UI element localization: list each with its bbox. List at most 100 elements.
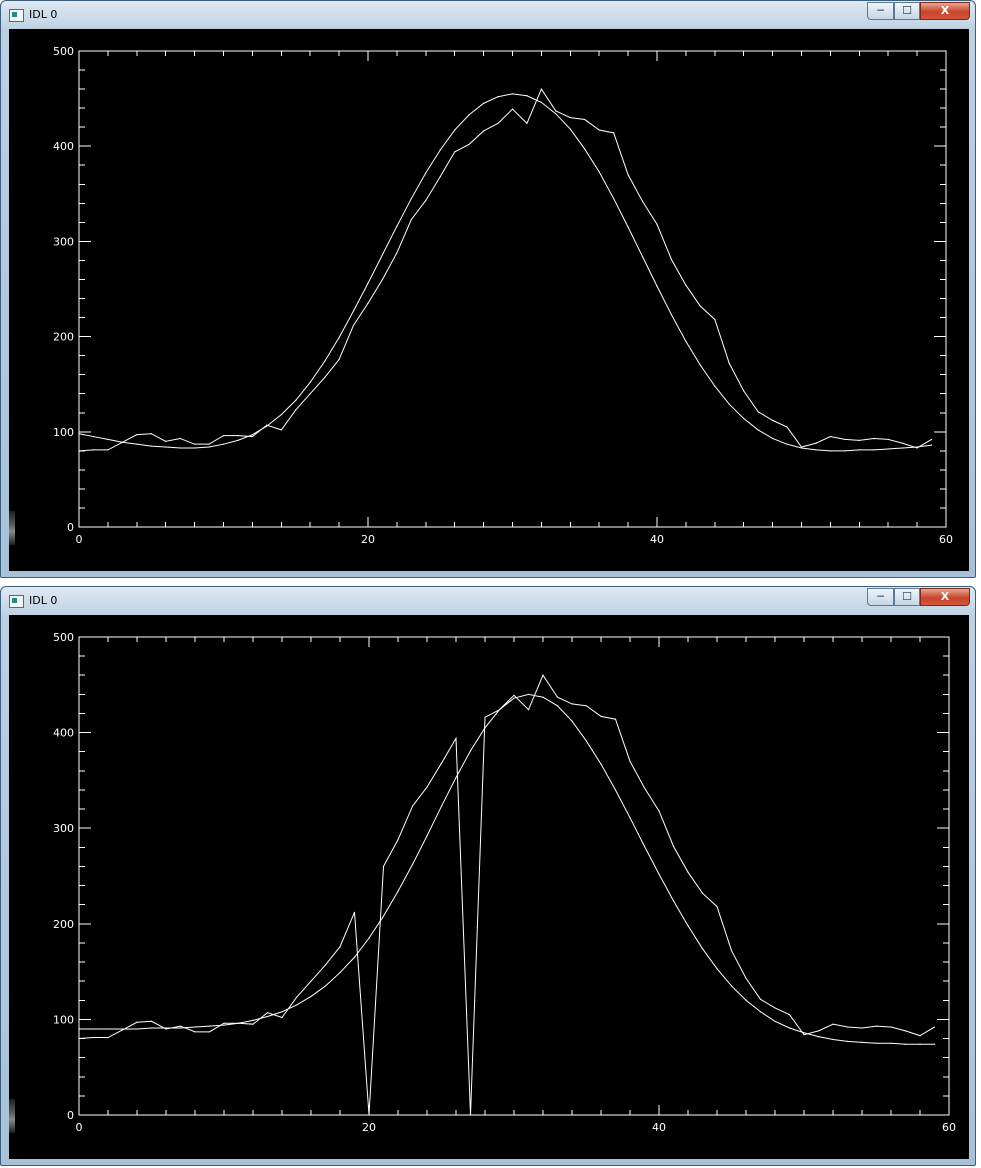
data-point-data	[858, 439, 860, 441]
data-point-data	[902, 442, 904, 444]
minimize-button[interactable]: ─	[867, 2, 894, 20]
data-point-fit	[788, 1027, 791, 1029]
data-point-fit	[425, 172, 427, 174]
data-point-data	[309, 393, 311, 395]
data-point-data	[136, 434, 138, 436]
y-tick-label: 300	[53, 822, 74, 835]
data-point-fit	[295, 1004, 298, 1006]
y-tick-label: 400	[53, 140, 74, 153]
minimize-icon: ─	[877, 4, 884, 17]
data-point-fit	[555, 113, 557, 115]
close-button[interactable]: X	[920, 588, 970, 606]
data-point-data	[916, 447, 918, 449]
x-tick-label: 20	[362, 1121, 376, 1134]
data-point-data	[484, 716, 486, 718]
data-point-fit	[556, 705, 559, 707]
data-point-data	[440, 762, 443, 764]
data-point-data	[324, 964, 327, 966]
maximize-button[interactable]: ☐	[894, 2, 920, 20]
data-point-fit	[513, 697, 515, 699]
y-tick-label: 100	[53, 1013, 74, 1026]
data-point-data	[815, 442, 817, 444]
window-title: IDL 0	[29, 594, 58, 607]
data-point-data	[367, 302, 369, 304]
x-tick-label: 20	[361, 533, 375, 546]
data-point-fit	[803, 1032, 805, 1034]
data-point-fit	[107, 1028, 109, 1030]
data-point-fit	[757, 429, 759, 431]
close-icon: X	[940, 590, 950, 603]
data-point-fit	[815, 449, 817, 451]
data-point-data	[861, 1027, 863, 1029]
data-point-fit	[542, 696, 544, 698]
data-point-fit	[368, 937, 370, 939]
data-point-data	[78, 450, 80, 452]
data-point-fit	[772, 437, 774, 440]
data-point-fit	[310, 995, 312, 998]
data-point-fit	[281, 1011, 283, 1013]
data-point-data	[571, 703, 573, 705]
data-point-fit	[890, 1042, 892, 1044]
data-point-fit	[454, 129, 456, 131]
title-bar[interactable]: IDL 0 ─ ☐ X	[1, 587, 975, 615]
data-point-fit	[208, 1025, 211, 1027]
data-point-data	[701, 892, 704, 894]
data-point-data	[788, 1014, 791, 1016]
data-point-data	[150, 433, 152, 435]
data-point-fit	[280, 414, 282, 416]
data-point-fit	[743, 417, 745, 420]
data-point-fit	[309, 381, 311, 383]
close-button[interactable]: X	[920, 2, 970, 20]
data-point-data	[150, 1020, 153, 1022]
minimize-icon: ─	[877, 590, 884, 603]
maximize-icon: ☐	[902, 590, 912, 603]
data-point-data	[641, 200, 644, 203]
data-point-fit	[716, 968, 718, 970]
data-point-fit	[78, 1028, 80, 1030]
data-point-fit	[701, 948, 704, 950]
data-point-fit	[916, 446, 918, 448]
x-tick-label: 60	[939, 533, 953, 546]
data-point-fit	[353, 956, 356, 958]
idl-app-icon[interactable]	[9, 595, 24, 608]
data-point-data	[585, 705, 588, 707]
data-point-data	[803, 1034, 805, 1036]
data-point-fit	[728, 403, 730, 405]
data-point-data	[743, 390, 745, 392]
data-point-fit	[687, 925, 689, 927]
data-point-data	[439, 176, 441, 178]
data-point-data	[699, 305, 701, 307]
data-point-fit	[367, 282, 369, 284]
idl-window-top: IDL 0 ─ ☐ X 0 20 40 60 0 100 200 300 400 500	[0, 0, 976, 578]
data-point-data	[584, 118, 586, 121]
scrollbar-grip[interactable]	[9, 511, 15, 545]
x-tick-label: 40	[650, 533, 664, 546]
minimize-button[interactable]: ─	[867, 588, 894, 606]
data-point-fit	[714, 385, 716, 387]
data-point-fit	[774, 1020, 776, 1022]
data-point-fit	[540, 101, 543, 104]
data-point-fit	[324, 985, 327, 987]
data-point-fit	[846, 1040, 849, 1042]
data-point-fit	[861, 1041, 863, 1043]
data-point-fit	[887, 448, 889, 450]
data-point-fit	[222, 443, 225, 445]
data-point-fit	[237, 439, 239, 441]
scrollbar-grip[interactable]	[9, 1099, 15, 1133]
data-point-data	[800, 446, 803, 448]
idl-app-icon[interactable]	[9, 9, 24, 22]
data-point-fit	[800, 447, 803, 449]
title-bar[interactable]: IDL 0 ─ ☐ X	[1, 1, 975, 29]
data-point-fit	[873, 449, 875, 451]
data-point-fit	[527, 693, 530, 695]
data-point-data	[411, 805, 414, 807]
data-point-fit	[426, 835, 428, 837]
data-point-fit	[411, 863, 414, 866]
data-point-data	[295, 409, 297, 411]
y-tick-label: 100	[53, 426, 74, 439]
data-point-fit	[817, 1036, 820, 1038]
data-point-fit	[455, 776, 457, 779]
data-point-fit	[92, 1028, 95, 1030]
maximize-button[interactable]: ☐	[894, 588, 920, 606]
data-point-fit	[439, 149, 441, 151]
